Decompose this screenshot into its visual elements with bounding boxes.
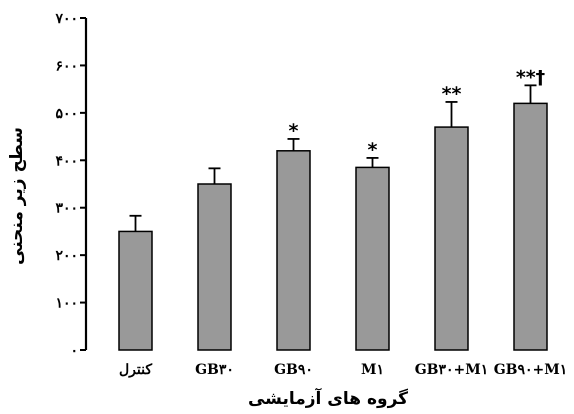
x-tick-label: GB۳۰+M۱ bbox=[415, 362, 489, 378]
y-tick-label: ۲۰۰ bbox=[55, 248, 78, 264]
bar bbox=[197, 183, 232, 351]
significance-mark: ** bbox=[442, 83, 462, 105]
bar bbox=[355, 166, 390, 351]
bar bbox=[118, 230, 153, 351]
bar bbox=[513, 102, 548, 351]
x-tick-label: GB۹۰ bbox=[274, 362, 313, 378]
significance-mark: * bbox=[368, 139, 378, 161]
x-tick-label: M۱ bbox=[361, 362, 384, 378]
x-tick-label: GB۹۰+M۱ bbox=[494, 362, 568, 378]
bar bbox=[276, 150, 311, 351]
x-axis-label: گروه های آزمایشی bbox=[248, 387, 408, 409]
y-tick-label: ۳۰۰ bbox=[55, 201, 78, 217]
significance-mark: **† bbox=[516, 66, 545, 88]
bar bbox=[434, 126, 469, 351]
x-tick-label: کنترل bbox=[119, 362, 152, 378]
y-tick-label: ۴۰۰ bbox=[55, 153, 78, 169]
x-tick-label: GB۳۰ bbox=[195, 362, 234, 378]
significance-mark: * bbox=[289, 120, 299, 142]
plot-area: ۰ ۱۰۰ ۲۰۰ ۳۰۰ ۴۰۰ ۵۰۰ ۶۰۰ ۷۰۰ کنترل GB۳۰ GB۹۰ * M۱ * G… bbox=[54, 11, 567, 378]
y-tick-label: ۶۰۰ bbox=[55, 58, 78, 74]
y-tick-label: ۷۰۰ bbox=[54, 11, 78, 27]
y-axis-label: سطح زیر منحنی bbox=[7, 127, 27, 265]
y-tick-label: ۵۰۰ bbox=[55, 106, 78, 122]
y-tick-label: ۰ bbox=[70, 343, 78, 359]
y-tick-label: ۱۰۰ bbox=[55, 296, 78, 312]
